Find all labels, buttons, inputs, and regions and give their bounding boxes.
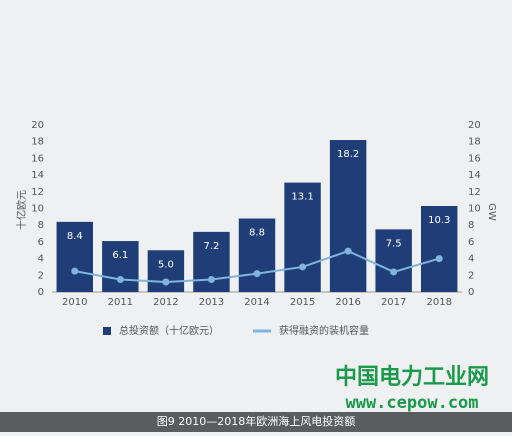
bar xyxy=(329,140,367,292)
y2-tick-label: 4 xyxy=(468,254,474,265)
value-label: 5.0 xyxy=(158,259,174,270)
y2-tick-label: 10 xyxy=(468,204,481,215)
y2-tick-label: 12 xyxy=(468,187,481,198)
x-tick-label: 2012 xyxy=(153,297,178,308)
value-label: 8.8 xyxy=(249,228,265,239)
y2-tick-label: 2 xyxy=(468,270,474,281)
y-tick-label: 18 xyxy=(31,137,44,148)
legend-label: 总投资额（十亿欧元） xyxy=(119,324,219,337)
line-marker xyxy=(344,247,352,255)
value-label: 7.5 xyxy=(386,238,402,249)
value-label: 6.1 xyxy=(112,250,128,261)
watermark-name: 中国电力工业网 xyxy=(335,365,489,390)
y2-tick-label: 6 xyxy=(468,237,474,248)
y2-tick-label: 8 xyxy=(468,220,474,231)
y-tick-label: 6 xyxy=(38,237,44,248)
bar xyxy=(56,221,93,292)
legend-swatch xyxy=(103,327,111,335)
line-marker xyxy=(116,275,124,283)
bar xyxy=(102,241,139,292)
y2-tick-label: 20 xyxy=(468,120,481,131)
bar xyxy=(375,229,412,292)
value-label: 13.1 xyxy=(291,192,313,203)
y-axis-title: 十亿欧元 xyxy=(15,190,28,230)
line-marker xyxy=(435,255,443,263)
line-marker xyxy=(162,278,170,286)
y2-tick-label: 18 xyxy=(468,137,481,148)
bar xyxy=(238,218,276,292)
bar xyxy=(284,182,321,292)
x-tick-label: 2017 xyxy=(381,297,406,308)
y2-tick-label: 16 xyxy=(468,153,481,164)
bar xyxy=(147,250,185,292)
y-tick-label: 0 xyxy=(38,287,44,298)
line-marker xyxy=(207,275,215,283)
y-tick-label: 16 xyxy=(31,153,44,164)
value-label: 18.2 xyxy=(337,149,359,160)
legend-label: 获得融资的装机容量 xyxy=(279,324,369,337)
x-tick-label: 2016 xyxy=(335,297,360,308)
y2-tick-label: 0 xyxy=(468,287,474,298)
bar xyxy=(421,205,458,292)
line-marker xyxy=(253,270,261,278)
x-tick-label: 2015 xyxy=(290,297,315,308)
x-tick-label: 2018 xyxy=(426,297,451,308)
y-tick-label: 20 xyxy=(31,120,44,131)
y-tick-label: 4 xyxy=(38,254,44,265)
y-tick-label: 12 xyxy=(31,187,44,198)
y-tick-label: 10 xyxy=(31,204,44,215)
line-marker xyxy=(299,263,307,271)
y2-tick-label: 14 xyxy=(468,170,481,181)
x-tick-label: 2011 xyxy=(108,297,133,308)
watermark-url: www.cepow.com xyxy=(345,393,478,413)
x-tick-label: 2014 xyxy=(244,297,269,308)
y-tick-label: 8 xyxy=(38,220,44,231)
value-label: 8.4 xyxy=(67,231,83,242)
y-tick-label: 2 xyxy=(38,270,44,281)
x-tick-label: 2010 xyxy=(62,297,87,308)
line-marker xyxy=(71,267,79,275)
value-label: 7.2 xyxy=(203,241,219,252)
caption-bar xyxy=(0,412,512,432)
value-label: 10.3 xyxy=(428,215,450,226)
x-tick-label: 2013 xyxy=(199,297,224,308)
caption: 图9 2010—2018年欧洲海上风电投资额 xyxy=(157,414,355,428)
y-tick-label: 14 xyxy=(31,170,44,181)
y2-axis-title: GW xyxy=(486,203,497,221)
line-marker xyxy=(390,268,398,276)
